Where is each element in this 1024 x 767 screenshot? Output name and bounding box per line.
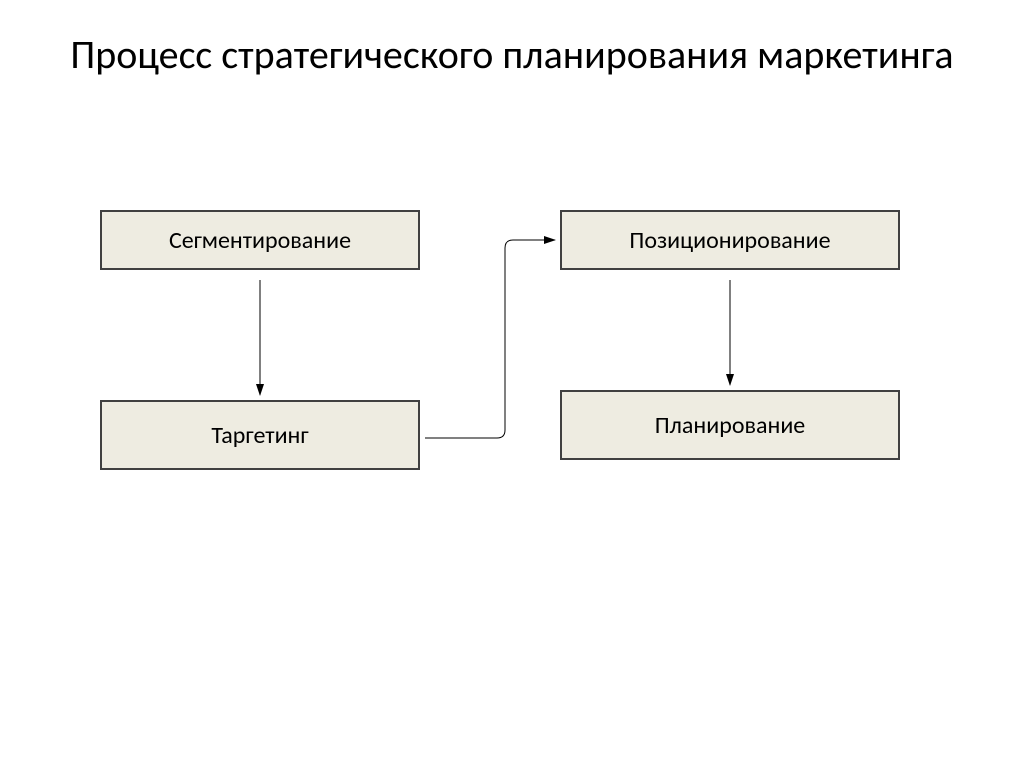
- edges-svg: [0, 0, 1024, 767]
- flowchart-edge-targeting-to-positioning: [425, 240, 555, 438]
